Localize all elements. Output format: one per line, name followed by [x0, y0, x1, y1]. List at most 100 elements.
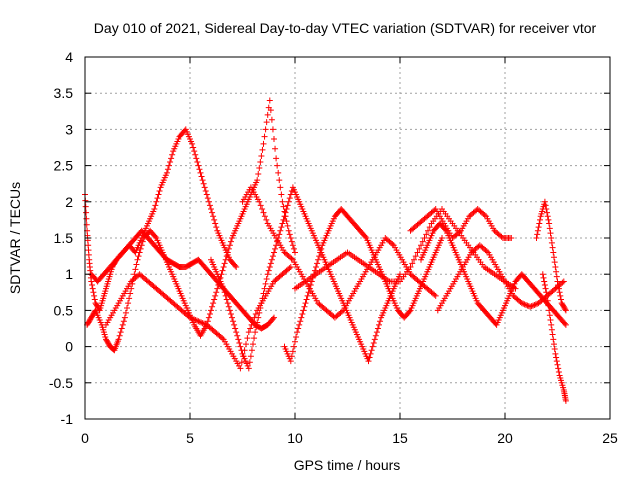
data-point — [557, 292, 564, 299]
data-point — [195, 162, 202, 169]
data-point — [280, 216, 287, 223]
data-point — [167, 158, 174, 165]
data-point — [548, 235, 555, 241]
data-point — [191, 316, 198, 323]
data-point — [259, 206, 266, 213]
data-point — [287, 263, 294, 270]
data-point — [531, 301, 538, 308]
data-point — [244, 335, 251, 342]
data-point — [302, 300, 309, 307]
data-point — [300, 307, 307, 314]
data-point — [90, 289, 97, 296]
data-point — [261, 285, 268, 292]
data-point — [431, 291, 438, 298]
data-point — [213, 289, 220, 296]
x-tick-label: 15 — [392, 430, 408, 446]
data-point — [121, 314, 128, 321]
data-point — [166, 162, 172, 169]
data-point — [274, 162, 281, 169]
data-point — [419, 238, 426, 245]
data-point — [562, 397, 569, 404]
data-point — [369, 343, 376, 350]
data-point — [338, 308, 345, 315]
data-point — [120, 318, 127, 325]
data-point — [134, 256, 141, 263]
data-point — [305, 289, 312, 296]
data-point — [198, 173, 205, 180]
data-point — [212, 220, 219, 227]
data-point — [199, 320, 206, 327]
data-point — [389, 241, 396, 248]
data-point — [508, 235, 515, 241]
data-point — [317, 249, 324, 256]
data-point — [365, 358, 372, 365]
data-point — [237, 343, 244, 350]
data-point — [297, 318, 304, 325]
data-point — [544, 297, 551, 304]
data-point — [285, 227, 292, 234]
data-point — [263, 276, 270, 283]
data-point — [262, 126, 269, 133]
data-point — [272, 145, 279, 152]
data-point — [152, 233, 159, 240]
y-tick-label: 3 — [65, 121, 73, 137]
data-point — [288, 255, 295, 262]
data-point — [251, 335, 258, 342]
data-point — [414, 249, 421, 256]
data-point — [209, 209, 216, 216]
data-point — [534, 227, 541, 234]
data-point — [237, 365, 244, 372]
data-point — [254, 177, 261, 184]
data-point — [169, 151, 176, 158]
data-point — [313, 263, 319, 270]
y-tick-label: 3.5 — [54, 85, 74, 101]
data-point — [284, 222, 291, 229]
data-point — [295, 325, 302, 332]
data-point — [374, 325, 381, 332]
data-point — [315, 256, 322, 263]
data-point — [530, 302, 536, 309]
data-point — [226, 307, 233, 314]
data-point — [554, 278, 561, 285]
data-point — [294, 329, 301, 336]
data-point — [220, 285, 227, 292]
data-point — [556, 289, 563, 296]
data-point — [235, 336, 242, 343]
data-point — [264, 271, 271, 278]
data-point — [260, 209, 267, 216]
data-point — [189, 140, 196, 147]
data-point — [546, 307, 553, 314]
data-point — [250, 341, 256, 348]
data-point — [225, 245, 232, 252]
data-point — [255, 171, 262, 178]
data-point — [547, 317, 554, 324]
data-point — [221, 260, 228, 267]
x-tick-label: 5 — [186, 430, 194, 446]
data-point — [562, 306, 569, 313]
data-point — [238, 359, 245, 366]
data-point — [264, 111, 271, 118]
data-point — [543, 289, 550, 296]
y-tick-label: 2 — [65, 194, 73, 210]
data-point — [418, 242, 424, 249]
data-point — [232, 262, 239, 269]
data-point — [303, 296, 310, 303]
data-point — [552, 263, 559, 270]
data-point — [370, 339, 377, 346]
data-point — [541, 282, 548, 289]
data-point — [290, 245, 297, 252]
data-point — [231, 321, 238, 328]
data-point — [406, 308, 413, 315]
data-point — [110, 346, 117, 353]
data-point — [245, 365, 252, 372]
data-point — [290, 343, 297, 350]
data-point — [551, 341, 557, 348]
data-point — [214, 285, 221, 292]
y-tick-label: 1 — [65, 266, 73, 282]
x-tick-label: 25 — [602, 430, 618, 446]
data-point — [206, 202, 213, 209]
data-point — [314, 260, 321, 267]
data-point — [298, 314, 305, 321]
data-point — [543, 206, 550, 213]
y-tick-label: 0 — [65, 339, 73, 355]
